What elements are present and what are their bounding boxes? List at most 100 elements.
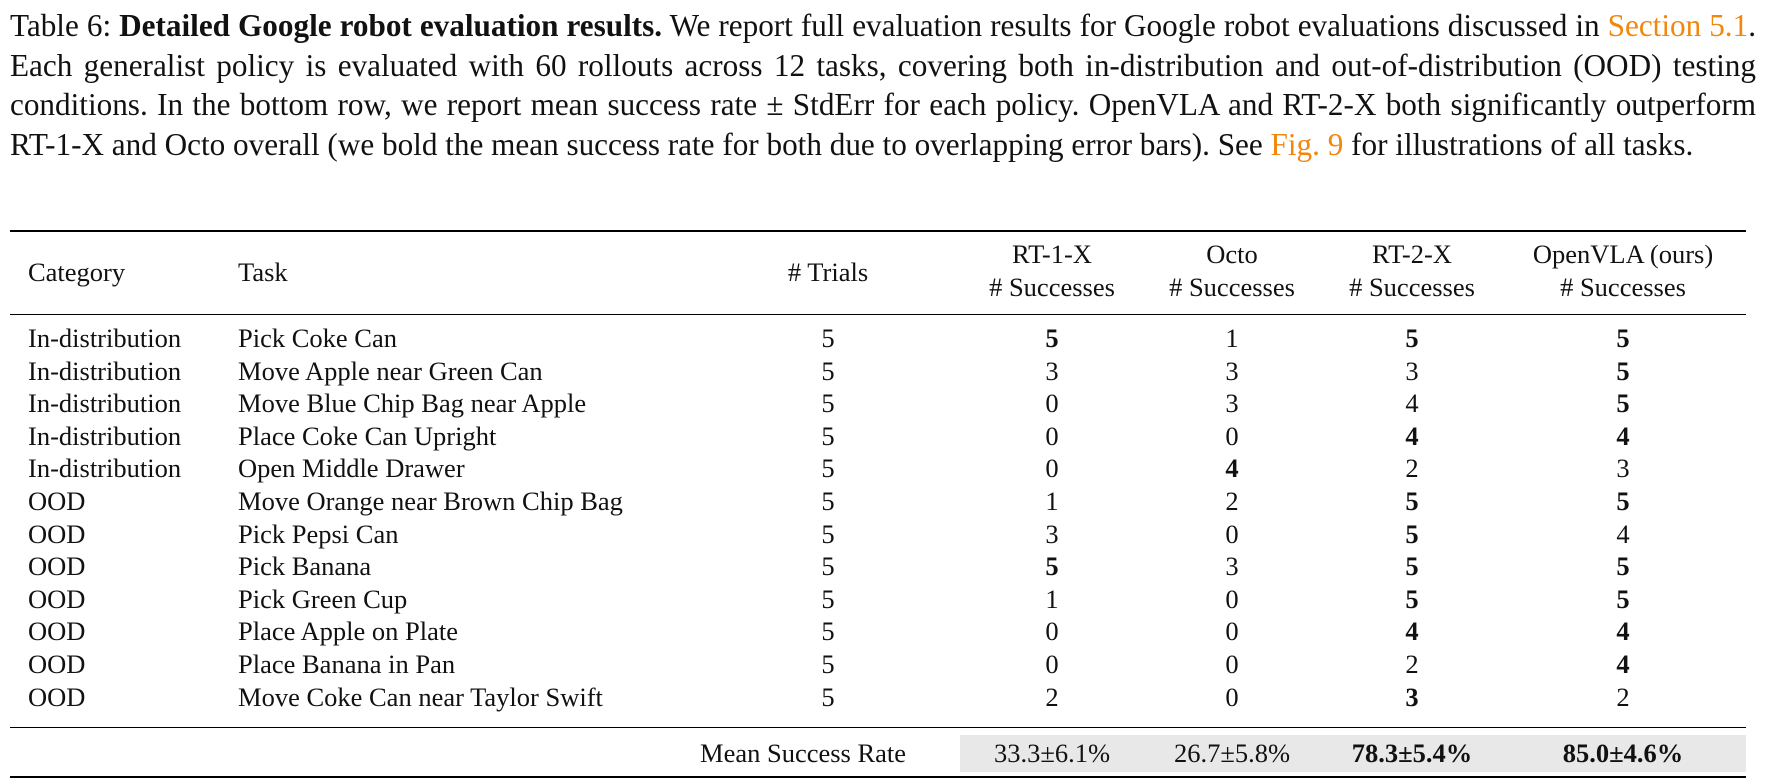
cell-category: OOD bbox=[28, 649, 86, 679]
cell-openvla: 5 bbox=[1616, 486, 1630, 516]
cell-rt1x: 5 bbox=[1045, 323, 1059, 353]
caption-text-3: for illustrations of all tasks. bbox=[1351, 126, 1694, 162]
cell-trials: 5 bbox=[821, 583, 835, 614]
cell-rt2x: 2 bbox=[1405, 649, 1419, 679]
cell-rt1x: 1 bbox=[1045, 583, 1059, 614]
cell-rt1x: 0 bbox=[1045, 616, 1059, 647]
cell-trials: 5 bbox=[821, 518, 835, 549]
table-caption: Table 6: Detailed Google robot evaluatio… bbox=[10, 6, 1756, 164]
cell-octo: 0 bbox=[1225, 583, 1239, 614]
cell-octo: 3 bbox=[1225, 388, 1239, 419]
cell-task: Pick Coke Can bbox=[238, 323, 397, 353]
cell-openvla: 5 bbox=[1616, 323, 1630, 353]
header-task: Task bbox=[238, 257, 288, 287]
cell-octo: 4 bbox=[1225, 453, 1239, 484]
cell-rt2x: 5 bbox=[1405, 551, 1419, 582]
cell-task: Move Coke Can near Taylor Swift bbox=[238, 681, 603, 712]
summary-shade bbox=[960, 735, 1746, 772]
summary-openvla: 85.0±4.6% bbox=[1562, 738, 1684, 768]
cell-openvla: 4 bbox=[1616, 420, 1630, 451]
cell-category: OOD bbox=[28, 518, 86, 549]
table-bottom-rule bbox=[10, 776, 1746, 779]
cell-rt1x: 0 bbox=[1045, 453, 1059, 484]
summary-octo: 26.7±5.8% bbox=[1173, 738, 1291, 768]
cell-openvla: 5 bbox=[1616, 583, 1630, 614]
cell-task: Move Blue Chip Bag near Apple bbox=[238, 388, 587, 419]
header-openvla-successes: # Successes bbox=[1560, 272, 1686, 302]
section-link[interactable]: Section 5.1 bbox=[1607, 8, 1749, 43]
cell-trials: 5 bbox=[821, 355, 835, 386]
cell-category: In-distribution bbox=[28, 323, 182, 353]
cell-rt1x: 5 bbox=[1045, 551, 1059, 582]
cell-openvla: 5 bbox=[1616, 355, 1630, 386]
cell-rt1x: 2 bbox=[1045, 681, 1059, 712]
cell-rt2x: 5 bbox=[1405, 518, 1419, 549]
cell-task: Place Banana in Pan bbox=[238, 649, 456, 679]
header-rt1x-successes: # Successes bbox=[989, 272, 1115, 302]
cell-task: Pick Pepsi Can bbox=[238, 518, 399, 549]
cell-task: Pick Banana bbox=[238, 551, 372, 582]
cell-trials: 5 bbox=[821, 388, 835, 419]
cell-task: Move Apple near Green Can bbox=[238, 355, 543, 386]
cell-trials: 5 bbox=[821, 649, 835, 679]
header-category: Category bbox=[28, 257, 126, 287]
cell-trials: 5 bbox=[821, 420, 835, 451]
cell-octo: 0 bbox=[1225, 616, 1239, 647]
cell-trials: 5 bbox=[821, 453, 835, 484]
cell-category: OOD bbox=[28, 616, 86, 647]
cell-rt2x: 3 bbox=[1405, 355, 1419, 386]
cell-octo: 2 bbox=[1225, 486, 1239, 516]
cell-openvla: 3 bbox=[1616, 453, 1630, 484]
cell-task: Move Orange near Brown Chip Bag bbox=[238, 486, 623, 516]
cell-category: In-distribution bbox=[28, 355, 182, 386]
caption-title: Detailed Google robot evaluation results… bbox=[119, 8, 663, 43]
cell-task: Open Middle Drawer bbox=[238, 453, 465, 484]
cell-category: OOD bbox=[28, 681, 86, 712]
summary-rt1x: 33.3±6.1% bbox=[993, 738, 1111, 768]
cell-octo: 1 bbox=[1225, 323, 1239, 353]
header-rt1x-model: RT-1-X bbox=[1012, 239, 1092, 269]
summary-rt2x: 78.3±5.4% bbox=[1351, 738, 1473, 768]
caption-label: Table 6: bbox=[10, 8, 112, 43]
cell-rt2x: 4 bbox=[1405, 420, 1419, 451]
cell-task: Place Apple on Plate bbox=[238, 616, 459, 647]
cell-rt2x: 4 bbox=[1405, 616, 1419, 647]
header-octo-successes: # Successes bbox=[1169, 272, 1295, 302]
cell-rt2x: 5 bbox=[1405, 583, 1419, 614]
cell-trials: 5 bbox=[821, 486, 835, 516]
cell-rt1x: 3 bbox=[1045, 518, 1059, 549]
table-header-rule bbox=[10, 314, 1746, 316]
cell-rt1x: 0 bbox=[1045, 388, 1059, 419]
cell-category: In-distribution bbox=[28, 420, 182, 451]
figure-link[interactable]: Fig. 9 bbox=[1270, 126, 1344, 162]
cell-openvla: 4 bbox=[1616, 518, 1630, 549]
cell-rt1x: 0 bbox=[1045, 649, 1059, 679]
cell-task: Place Coke Can Upright bbox=[238, 420, 497, 451]
cell-octo: 0 bbox=[1225, 681, 1239, 712]
cell-category: OOD bbox=[28, 551, 86, 582]
cell-trials: 5 bbox=[821, 681, 835, 712]
cell-openvla: 4 bbox=[1616, 616, 1630, 647]
header-rt2x-successes: # Successes bbox=[1349, 272, 1475, 302]
cell-openvla: 5 bbox=[1616, 551, 1630, 582]
cell-task: Pick Green Cup bbox=[238, 583, 408, 614]
cell-trials: 5 bbox=[821, 551, 835, 582]
cell-rt2x: 3 bbox=[1405, 681, 1419, 712]
cell-openvla: 5 bbox=[1616, 388, 1630, 419]
cell-rt2x: 5 bbox=[1405, 486, 1419, 516]
cell-octo: 0 bbox=[1225, 518, 1239, 549]
caption-text-1: We report full evaluation results for Go… bbox=[669, 8, 1600, 43]
cell-octo: 0 bbox=[1225, 649, 1239, 679]
cell-octo: 3 bbox=[1225, 355, 1239, 386]
cell-openvla: 2 bbox=[1616, 681, 1630, 712]
caption-text-2: . Each generalist policy is evaluated wi… bbox=[10, 8, 1756, 162]
cell-rt2x: 2 bbox=[1405, 453, 1419, 484]
cell-trials: 5 bbox=[821, 323, 835, 353]
cell-rt2x: 4 bbox=[1405, 388, 1419, 419]
cell-rt1x: 1 bbox=[1045, 486, 1059, 516]
cell-category: In-distribution bbox=[28, 453, 182, 484]
cell-rt1x: 3 bbox=[1045, 355, 1059, 386]
header-octo-model: Octo bbox=[1206, 239, 1258, 269]
cell-octo: 0 bbox=[1225, 420, 1239, 451]
header-trials: # Trials bbox=[787, 257, 869, 287]
